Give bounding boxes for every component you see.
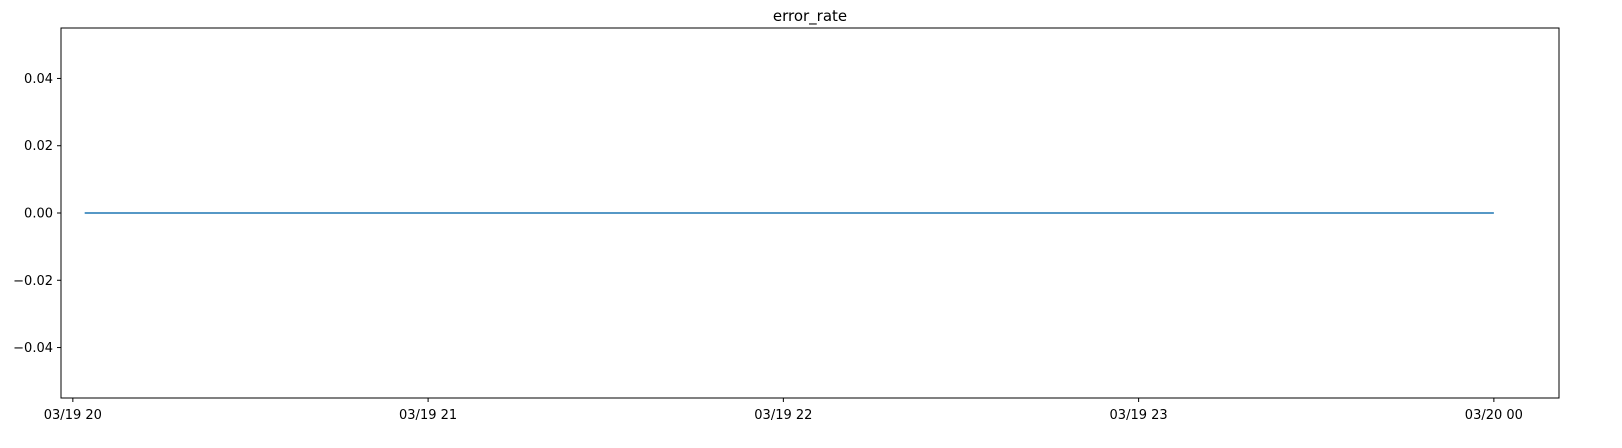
x-tick-label: 03/19 21 — [399, 408, 457, 423]
plot-frame — [60, 27, 1560, 399]
chart-title: error_rate — [773, 7, 847, 26]
y-tick-label: −0.02 — [13, 274, 53, 289]
x-tick-label: 03/19 20 — [44, 408, 102, 423]
y-tick-label: −0.04 — [13, 341, 53, 356]
x-tick-label: 03/20 00 — [1465, 408, 1523, 423]
x-tick-label: 03/19 22 — [754, 408, 812, 423]
x-tick-label: 03/19 23 — [1110, 408, 1168, 423]
y-tick-label: 0.02 — [24, 139, 53, 154]
y-axis: −0.04 −0.02 0.00 0.02 0.04 — [13, 72, 61, 356]
x-axis: 03/19 20 03/19 21 03/19 22 03/19 23 03/20 00 — [44, 398, 1523, 423]
y-tick-label: 0.04 — [24, 72, 53, 87]
y-tick-label: 0.00 — [24, 207, 53, 222]
